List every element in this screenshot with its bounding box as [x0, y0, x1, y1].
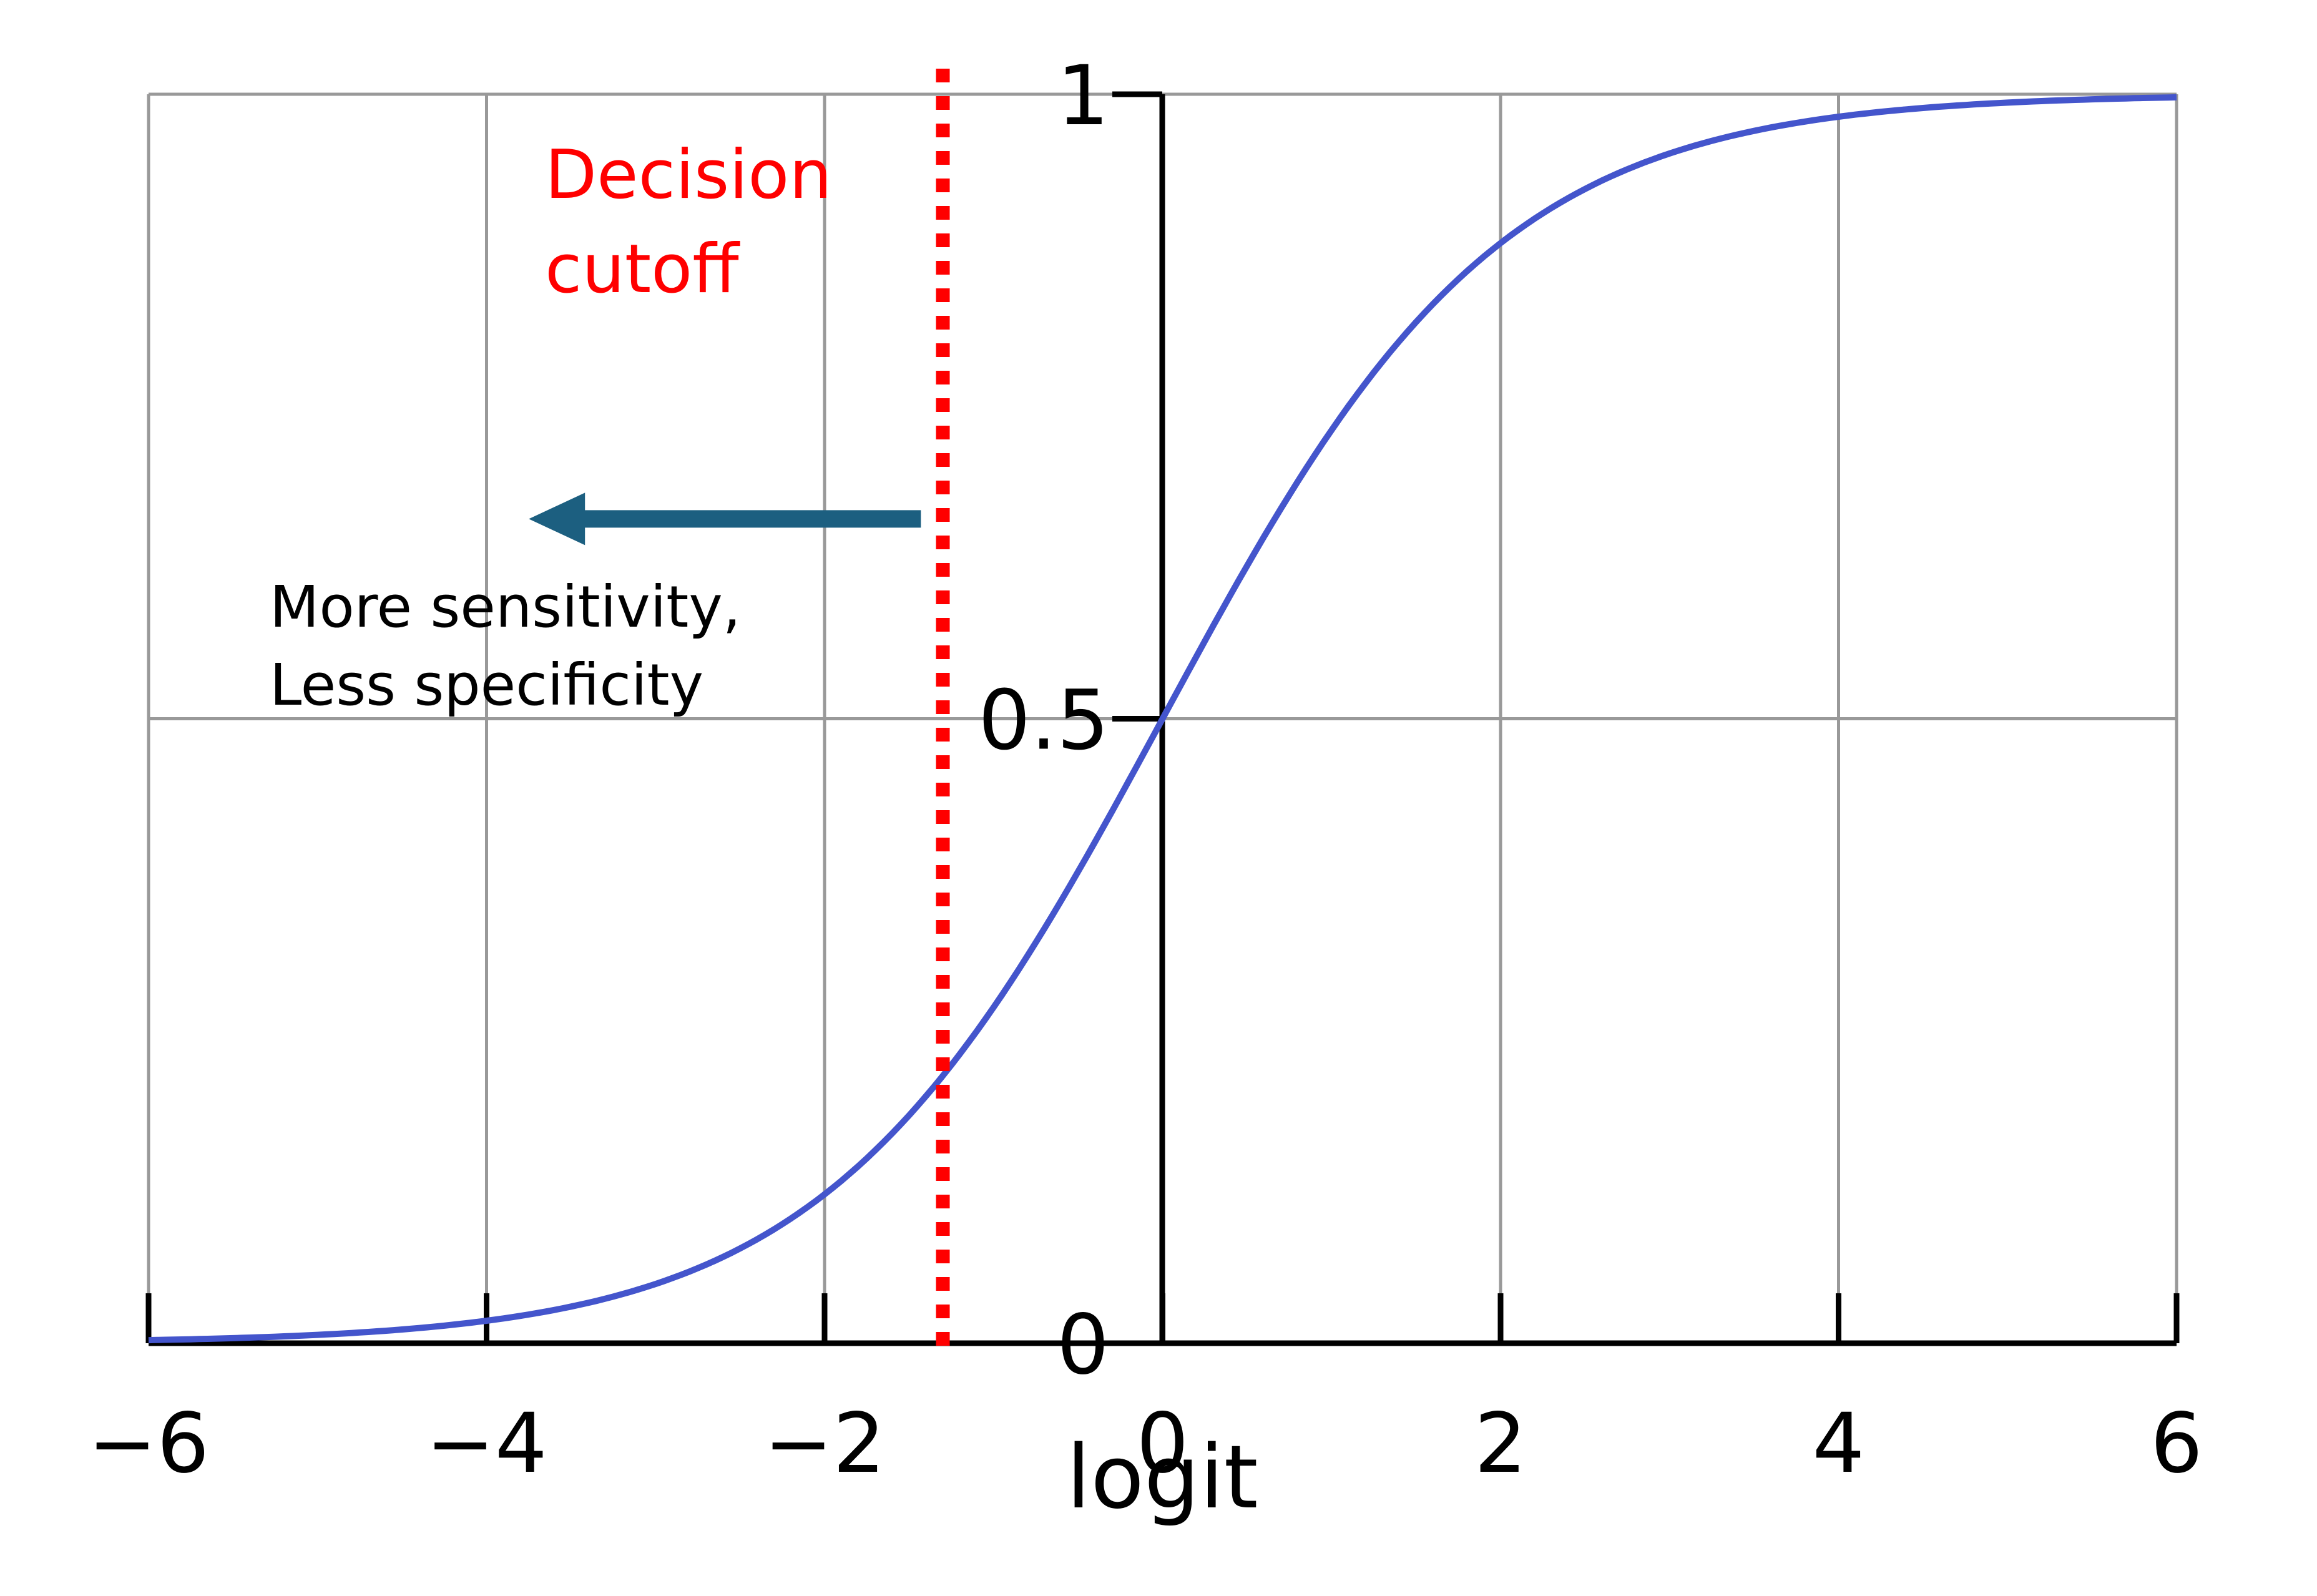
x-tick-label: 2 [1474, 1396, 1527, 1492]
x-axis-label: logit [1066, 1427, 1258, 1529]
logistic-curve [148, 94, 2177, 1344]
cutoff-label-line-2: cutoff [545, 230, 740, 308]
x-tick-label: −6 [88, 1396, 210, 1492]
x-tick-label: 6 [2150, 1396, 2203, 1492]
arrow-head [529, 492, 585, 546]
y-ticks: 00.51 [978, 48, 1162, 1393]
x-tick-label: −2 [764, 1396, 886, 1492]
arrow-label-line-2: Less specificity [270, 652, 703, 718]
y-tick-label: 0 [1057, 1297, 1109, 1393]
x-tick-label: −4 [426, 1396, 547, 1492]
y-tick-label: 0.5 [978, 673, 1109, 769]
cutoff-label-line-1: Decision [545, 136, 832, 214]
sensitivity-arrow [529, 492, 921, 546]
x-tick-label: 4 [1813, 1396, 1865, 1492]
arrow-label-line-1: More sensitivity, [270, 574, 741, 640]
x-ticks: −6 −4 −2 0 2 4 6 [88, 1293, 2203, 1492]
x-tick-label: 0 [1137, 1396, 1189, 1492]
y-tick-label: 1 [1057, 48, 1109, 144]
